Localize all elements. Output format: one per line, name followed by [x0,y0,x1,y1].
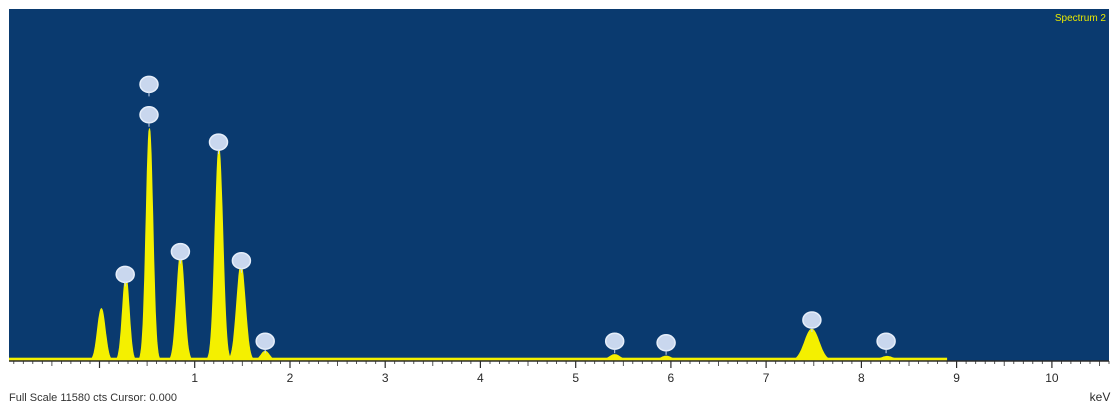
element-marker-9 [802,311,822,329]
spectrum-trace [9,128,948,362]
x-tick-label: 5 [572,371,579,385]
x-tick-label: 2 [287,371,294,385]
element-marker-3 [170,242,191,261]
x-tick-label: 7 [763,371,770,385]
x-tick-label: 10 [1045,371,1059,385]
spectrum-peak-9 [788,328,836,362]
x-axis-unit-label: keV [1090,390,1111,404]
spectrum-baseline [9,357,948,361]
element-markers [115,75,896,355]
plot-background [9,9,1109,361]
spectrum-peak-2 [138,128,161,362]
element-marker-10 [876,332,896,350]
element-marker-4 [208,133,229,151]
spectrum-name-label: Spectrum 2 [1055,13,1107,24]
element-marker-1 [139,106,159,124]
x-tick-label: 9 [953,371,960,385]
element-marker-8 [656,334,676,352]
element-marker-7 [604,332,625,350]
x-tick-label: 8 [858,371,865,385]
x-tick-label: 6 [668,371,675,385]
element-marker-6 [255,332,275,350]
x-tick-label: 4 [477,371,484,385]
x-axis-ticks: 1 2 3 4 5 6 7 8 9 10 [13,361,1110,385]
full-scale-cursor-readout: Full Scale 11580 cts Cursor: 0.000 [9,392,177,404]
element-marker-0 [115,265,135,284]
element-marker-5 [231,251,252,270]
x-tick-label: 1 [191,371,198,385]
x-tick-label: 3 [382,371,389,385]
spectrum-peak-0 [88,307,115,362]
element-marker-2 [139,75,159,94]
